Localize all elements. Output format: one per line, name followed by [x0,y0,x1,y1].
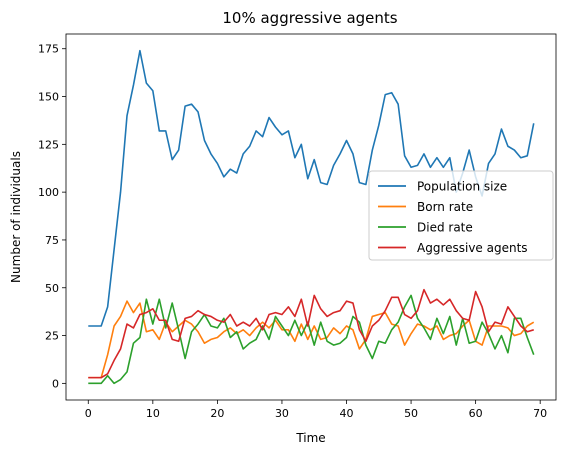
y-tick-label: 175 [38,43,59,56]
axes-frame [65,33,557,401]
x-tick-label: 10 [146,407,160,420]
series-line-died-rate [88,294,535,385]
y-tick-label: 25 [45,330,59,343]
y-axis-label: Number of individuals [9,151,23,283]
y-tick-label: 0 [52,377,59,390]
y-tick-label: 75 [45,234,59,247]
x-tick-label: 60 [469,407,483,420]
legend-label: Aggressive agents [417,241,528,255]
x-axis-ticks: 0 10 20 30 40 50 60 70 [85,400,547,420]
legend: Population size Born rate Died rate Aggress… [368,170,554,261]
y-tick-label: 150 [38,91,59,104]
chart-title: 10% aggressive agents [222,9,397,27]
x-tick-label: 50 [404,407,418,420]
x-tick-label: 30 [275,407,289,420]
legend-label: Born rate [417,200,473,214]
x-axis-label: Time [295,431,325,445]
y-tick-label: 50 [45,282,59,295]
x-tick-label: 0 [85,407,92,420]
plot-area: 0 10 20 30 40 50 60 70 0 25 50 75 100 125 150 175 [38,33,557,420]
y-axis-ticks: 0 25 50 75 100 125 150 175 [38,43,66,390]
legend-box [368,170,554,261]
x-tick-label: 70 [533,407,547,420]
y-tick-label: 100 [38,186,59,199]
legend-label: Population size [417,180,507,194]
legend-label: Died rate [417,221,473,235]
y-tick-label: 125 [38,138,59,151]
series-line-aggressive-agents [88,288,534,379]
x-tick-label: 20 [210,407,224,420]
x-tick-label: 40 [340,407,354,420]
